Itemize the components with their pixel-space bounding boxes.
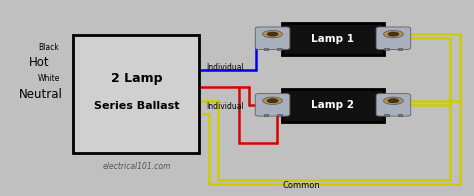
- Text: Hot: Hot: [28, 56, 49, 69]
- FancyBboxPatch shape: [255, 27, 290, 49]
- FancyBboxPatch shape: [384, 114, 389, 116]
- FancyBboxPatch shape: [398, 114, 402, 116]
- Text: Common: Common: [282, 181, 320, 190]
- Ellipse shape: [383, 30, 403, 38]
- FancyBboxPatch shape: [398, 48, 402, 50]
- Text: Neutral: Neutral: [19, 88, 63, 101]
- Text: Lamp 1: Lamp 1: [311, 34, 355, 44]
- FancyBboxPatch shape: [73, 35, 199, 153]
- Ellipse shape: [388, 99, 399, 103]
- Text: Series Ballast: Series Ballast: [94, 101, 179, 111]
- Text: 2 Lamp: 2 Lamp: [111, 72, 162, 85]
- Ellipse shape: [263, 97, 283, 104]
- Text: Black: Black: [38, 43, 59, 52]
- FancyBboxPatch shape: [376, 27, 410, 49]
- Ellipse shape: [263, 30, 283, 38]
- FancyBboxPatch shape: [277, 114, 282, 116]
- Text: Individual: Individual: [206, 63, 244, 72]
- Ellipse shape: [383, 97, 403, 104]
- FancyBboxPatch shape: [255, 94, 290, 116]
- FancyBboxPatch shape: [384, 48, 389, 50]
- Ellipse shape: [388, 32, 399, 36]
- FancyBboxPatch shape: [282, 89, 384, 122]
- Text: Individual: Individual: [206, 102, 244, 111]
- FancyBboxPatch shape: [277, 48, 282, 50]
- FancyBboxPatch shape: [376, 94, 410, 116]
- Ellipse shape: [267, 32, 278, 36]
- Ellipse shape: [267, 99, 278, 103]
- Text: White: White: [38, 74, 60, 83]
- Text: Lamp 2: Lamp 2: [311, 100, 355, 110]
- FancyBboxPatch shape: [264, 48, 268, 50]
- FancyBboxPatch shape: [264, 114, 268, 116]
- Text: electrical101.com: electrical101.com: [102, 162, 171, 171]
- FancyBboxPatch shape: [282, 23, 384, 55]
